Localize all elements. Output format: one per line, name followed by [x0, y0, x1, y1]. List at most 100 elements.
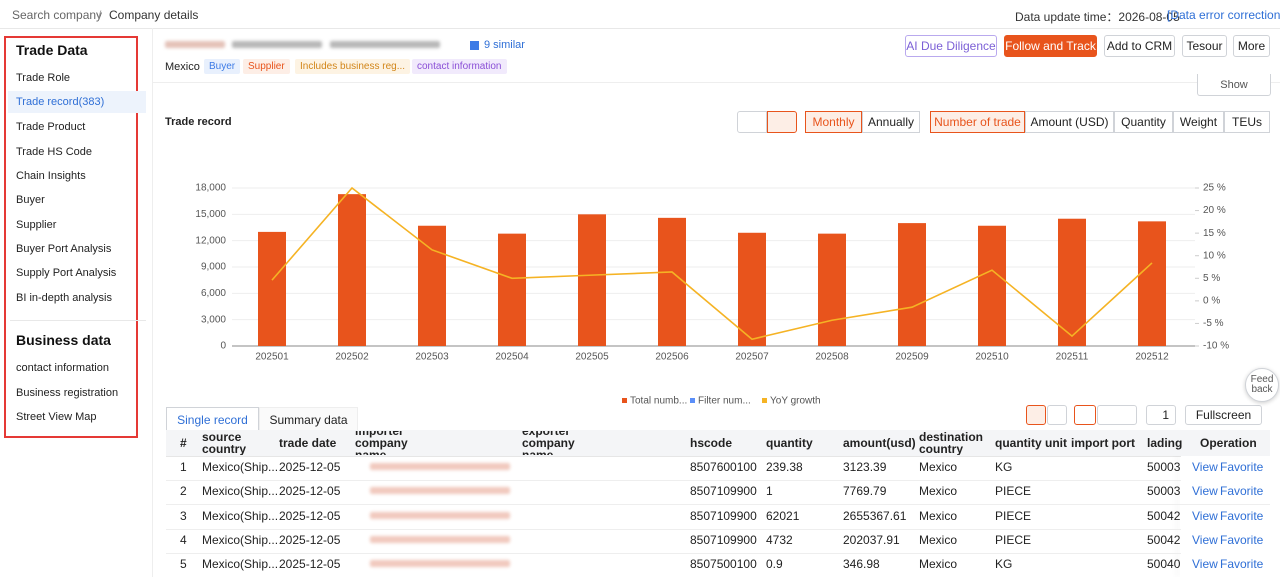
sidebar-item[interactable]: Trade record(383): [8, 91, 146, 113]
sidebar-item[interactable]: Street View Map: [16, 411, 97, 423]
redacted-importer: [370, 560, 510, 568]
table-cell: 8507109900: [690, 508, 757, 523]
redacted-name: [165, 41, 225, 48]
chart: 0 3,000 6,000 9,000 12,000 15,000 18,000 -10 % -…: [195, 183, 1229, 407]
row-action[interactable]: View: [1192, 484, 1218, 499]
sidebar-item[interactable]: Trade Role: [16, 72, 71, 84]
row-line: [166, 528, 1270, 530]
row-op-bg: [1181, 480, 1270, 505]
row-action[interactable]: View: [1192, 460, 1218, 474]
table-cell: 500409: [1147, 557, 1180, 572]
row-op-bg: [1181, 528, 1270, 553]
line: [271, 186, 1153, 341]
period-tab[interactable]: Monthly: [805, 111, 862, 133]
column-header: source country: [202, 431, 247, 455]
y2-tick-label: -10 %: [1203, 341, 1229, 352]
row-op-bg: [1181, 504, 1270, 529]
update-time: Data update time：2026-08-05: [1015, 10, 1180, 24]
y-tick-label: 3,000: [201, 314, 226, 325]
sidebar-item[interactable]: Supply Port Analysis: [16, 267, 117, 279]
row-op-bg: [1181, 456, 1270, 480]
x-tick-label: 202507: [735, 352, 769, 363]
y-tick-label: 9,000: [201, 262, 226, 273]
period-tab[interactable]: Annually: [862, 111, 920, 133]
row-action[interactable]: View: [1192, 532, 1218, 547]
row-action[interactable]: Favorite: [1220, 557, 1264, 572]
metric-tab[interactable]: Quantity: [1114, 111, 1173, 133]
action-button[interactable]: Tesour: [1182, 35, 1227, 57]
fullscreen-button[interactable]: Fullscreen: [1185, 405, 1262, 425]
row-action[interactable]: Favorite: [1220, 508, 1264, 523]
table-cell: 8507109900: [690, 484, 757, 499]
layout-toggle[interactable]: [1097, 405, 1137, 425]
sidebar-item[interactable]: Trade HS Code: [16, 146, 93, 158]
show-toggle[interactable]: Show: [1197, 74, 1271, 96]
metric-tab[interactable]: TEUs: [1224, 111, 1270, 133]
table-cell: 8507500100: [690, 557, 757, 572]
breadcrumb-current: Company details: [109, 8, 199, 22]
table-cell: 5: [180, 557, 187, 572]
table-cell: KG: [995, 557, 1013, 572]
row-action[interactable]: Favorite: [1220, 484, 1264, 499]
table-cell: 346.98: [843, 557, 880, 572]
column-header: importer company name: [355, 431, 408, 455]
table-cell: Mexico(Ship...: [202, 460, 279, 474]
similar-link[interactable]: 9 similar: [470, 39, 525, 51]
table-cell: 8507109900: [690, 532, 757, 547]
line-chart-toggle[interactable]: [737, 111, 767, 133]
record-tab[interactable]: Summary data: [259, 407, 358, 431]
sidebar-title: Trade Data: [16, 42, 88, 58]
error-correction[interactable]: [Data error correction]: [1167, 8, 1280, 22]
sidebar-item[interactable]: Buyer: [16, 194, 45, 206]
action-button[interactable]: AI Due Diligence: [905, 35, 997, 57]
redacted-name: [232, 41, 322, 48]
bar: [1138, 221, 1166, 346]
action-button[interactable]: Follow and Track: [1004, 35, 1097, 57]
layout-toggle[interactable]: [1074, 405, 1096, 425]
row-action[interactable]: View: [1192, 557, 1218, 572]
table-cell: 500032: [1147, 460, 1180, 474]
sidebar-item[interactable]: Buyer Port Analysis: [16, 243, 112, 255]
feedback-button[interactable]: Feed back: [1245, 368, 1279, 402]
bar: [658, 217, 686, 346]
y-tick-label: 18,000: [195, 183, 226, 194]
metric-tab[interactable]: Number of trade: [930, 111, 1025, 133]
view-toggle[interactable]: [1047, 405, 1067, 425]
table-cell: 3: [180, 508, 187, 523]
legend-swatch: [622, 398, 627, 403]
y2-tick-label: 25 %: [1203, 183, 1226, 194]
sidebar-item[interactable]: Chain Insights: [16, 170, 86, 182]
x-tick-label: 202503: [415, 352, 449, 363]
bar: [738, 232, 766, 346]
row-action[interactable]: View: [1192, 508, 1218, 523]
sidebar-item[interactable]: Business registration: [16, 387, 119, 399]
sidebar-item[interactable]: Trade Product: [16, 121, 86, 133]
metric-tab[interactable]: Amount (USD): [1025, 111, 1114, 133]
bar: [578, 214, 606, 346]
x-tick-label: 202508: [815, 352, 849, 363]
sidebar-item[interactable]: contact information: [16, 362, 109, 374]
legend-label: YoY growth: [770, 396, 821, 407]
metric-tab[interactable]: Weight: [1173, 111, 1224, 133]
breadcrumb-link[interactable]: Search company: [12, 8, 103, 22]
legend-label: Total numb...: [630, 396, 687, 407]
row-action[interactable]: Favorite: [1220, 532, 1264, 547]
column-header: Operation: [1200, 436, 1257, 450]
table-cell: 7769.79: [843, 484, 887, 499]
sidebar-item[interactable]: BI in-depth analysis: [16, 292, 112, 304]
row-action[interactable]: Favorite: [1220, 460, 1264, 474]
redacted-importer: [370, 511, 510, 519]
column-header: hscode: [690, 436, 733, 450]
action-button[interactable]: Add to CRM: [1104, 35, 1175, 57]
bar-chart-toggle[interactable]: [767, 111, 797, 133]
record-tab[interactable]: Single record: [166, 407, 259, 431]
x-tick-label: 202502: [335, 352, 369, 363]
view-toggle[interactable]: [1026, 405, 1046, 425]
action-button[interactable]: More: [1233, 35, 1270, 57]
sidebar-frame: [4, 36, 138, 438]
sidebar-item[interactable]: Supplier: [16, 219, 57, 231]
x-tick-label: 202509: [895, 352, 929, 363]
column-settings[interactable]: 1: [1146, 405, 1176, 425]
table-cell: Mexico: [919, 532, 958, 547]
